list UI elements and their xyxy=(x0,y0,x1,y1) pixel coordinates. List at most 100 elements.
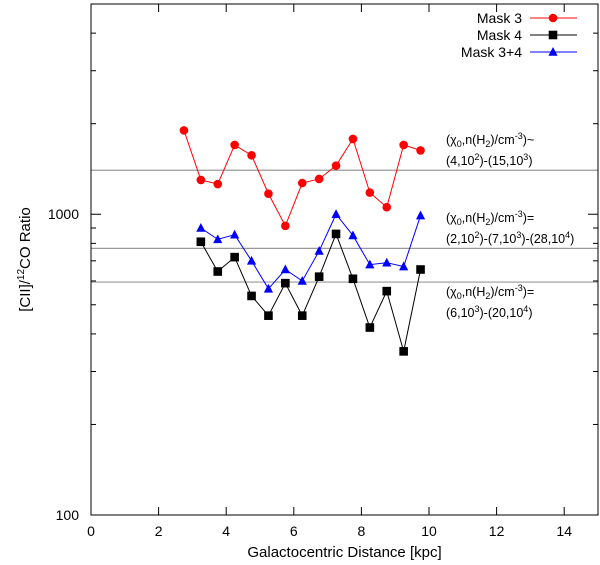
series-line xyxy=(200,232,422,352)
x-tick-label: 2 xyxy=(155,523,163,539)
ann-text: )= xyxy=(523,211,534,225)
y-axis-label-sup: 12 xyxy=(16,269,27,281)
ann-sup: 3 xyxy=(523,152,528,162)
ann-text: )-(7,10 xyxy=(480,232,517,246)
ann-sup: 2 xyxy=(475,230,480,240)
x-tick-label: 14 xyxy=(556,523,572,539)
data-point xyxy=(382,257,392,267)
annotation-line-2: (2,102)-(7,103)-(28,104) xyxy=(446,230,574,246)
data-point xyxy=(281,221,290,231)
data-point xyxy=(331,229,341,239)
annotations: (χ0,n(H2)/cm-3)~(4,102)-(15,103)(χ0,n(H2… xyxy=(446,131,574,320)
data-point xyxy=(230,229,240,239)
ann-sup: -3 xyxy=(515,283,523,293)
ann-sub: 2 xyxy=(485,291,490,301)
data-point xyxy=(365,259,375,269)
y-axis-label-part-2: CO Ratio xyxy=(17,207,34,269)
x-tick-label: 10 xyxy=(421,523,437,539)
data-point xyxy=(264,311,273,320)
data-point xyxy=(213,234,223,244)
annotation-line-1: (χ0,n(H2)/cm-3)= xyxy=(446,209,534,227)
data-series xyxy=(179,126,426,356)
data-point xyxy=(280,264,290,274)
data-point xyxy=(399,140,408,150)
y-axis-label: [CII]/12CO Ratio xyxy=(16,207,34,311)
legend-marker xyxy=(548,30,558,40)
ann-sup: 2 xyxy=(475,152,480,162)
x-tick-label: 12 xyxy=(489,523,505,539)
data-point xyxy=(247,151,256,160)
data-point xyxy=(416,265,425,274)
ann-sup: -3 xyxy=(515,209,523,219)
reference-lines xyxy=(91,169,598,283)
data-point xyxy=(382,202,392,212)
ann-sub: 0 xyxy=(457,291,462,301)
data-point xyxy=(196,237,206,247)
ann-sup: 3 xyxy=(475,304,480,314)
y-tick-label: 1000 xyxy=(48,206,79,222)
ann-sub: 0 xyxy=(457,139,462,149)
annotation-line-2: (6,103)-(20,104) xyxy=(446,304,532,320)
ann-text: )= xyxy=(523,285,534,299)
data-point xyxy=(348,230,358,240)
data-point xyxy=(331,161,341,170)
annotation-line-2: (4,102)-(15,103) xyxy=(446,152,532,168)
data-point xyxy=(399,347,408,356)
data-point xyxy=(348,274,358,284)
series-mask-3-4 xyxy=(196,209,426,293)
legend-label: Mask 4 xyxy=(477,27,522,43)
series-line xyxy=(200,213,422,290)
data-point xyxy=(213,179,223,189)
data-point xyxy=(230,252,239,262)
data-point xyxy=(196,175,206,185)
data-point xyxy=(247,291,256,301)
data-point xyxy=(314,174,324,184)
axis-ticks xyxy=(90,4,598,516)
data-point xyxy=(365,188,375,197)
ann-text: )-(15,10 xyxy=(480,154,524,168)
y-axis-label-part-1: [CII]/ xyxy=(17,279,34,312)
series-line xyxy=(183,130,421,228)
data-point xyxy=(314,245,324,255)
annotation-line-1: (χ0,n(H2)/cm-3)= xyxy=(446,283,534,301)
series-mask-4 xyxy=(196,229,425,356)
ann-text: )/cm xyxy=(490,133,514,147)
data-point xyxy=(264,189,273,199)
legend-label: Mask 3+4 xyxy=(461,44,522,60)
data-point xyxy=(179,126,189,135)
ann-text: ,n(H xyxy=(462,133,486,147)
ann-text: (χ xyxy=(446,133,457,147)
data-point xyxy=(365,323,375,332)
annotation-line-1: (χ0,n(H2)/cm-3)~ xyxy=(446,131,534,149)
ann-text: ,n(H xyxy=(462,211,486,225)
data-point xyxy=(331,209,341,219)
data-point xyxy=(263,283,274,293)
ann-sub: 0 xyxy=(457,217,462,227)
ann-text: )/cm xyxy=(490,285,514,299)
ann-text: )/cm xyxy=(490,211,514,225)
x-axis-label: Galactocentric Distance [kpc] xyxy=(247,544,441,561)
ann-text: (6,10 xyxy=(446,306,475,320)
legend-marker xyxy=(548,13,558,23)
data-point xyxy=(297,178,307,188)
data-point xyxy=(382,286,392,296)
data-point xyxy=(348,134,358,144)
ann-sup: 4 xyxy=(523,304,528,314)
data-point xyxy=(196,222,206,232)
x-tick-label: 6 xyxy=(290,523,298,539)
ann-text: (2,10 xyxy=(446,232,475,246)
ann-text: (χ xyxy=(446,285,457,299)
data-point xyxy=(213,267,223,276)
x-tick-label: 8 xyxy=(358,523,366,539)
ann-text: ) xyxy=(528,306,532,320)
ann-sub: 2 xyxy=(485,139,490,149)
ann-text: )-(20,10 xyxy=(480,306,524,320)
y-tick-label: 100 xyxy=(56,507,80,523)
legend-label: Mask 3 xyxy=(477,10,522,26)
ann-sup: 3 xyxy=(516,230,521,240)
x-tick-label: 4 xyxy=(222,523,230,539)
data-point xyxy=(297,275,307,285)
ann-text: ) xyxy=(528,154,532,168)
